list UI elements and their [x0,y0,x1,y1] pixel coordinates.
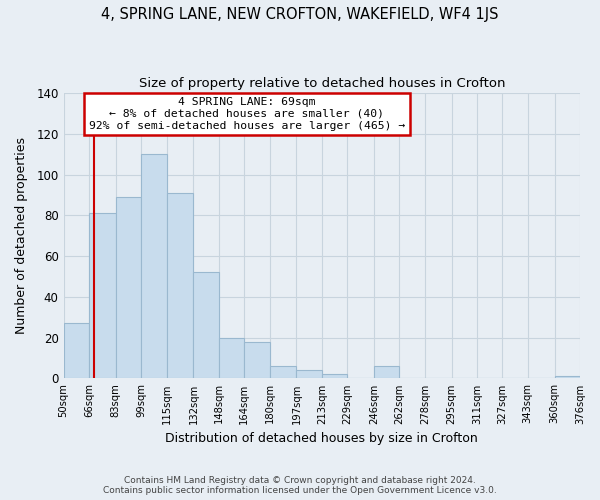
Bar [554,376,580,378]
Text: Contains HM Land Registry data © Crown copyright and database right 2024.
Contai: Contains HM Land Registry data © Crown c… [103,476,497,495]
Bar [244,342,269,378]
Bar [193,272,219,378]
Bar [89,214,116,378]
Bar [64,324,89,378]
Y-axis label: Number of detached properties: Number of detached properties [15,137,28,334]
Bar [167,193,193,378]
Bar [141,154,167,378]
Bar [116,197,141,378]
X-axis label: Distribution of detached houses by size in Crofton: Distribution of detached houses by size … [166,432,478,445]
Text: 4, SPRING LANE, NEW CROFTON, WAKEFIELD, WF4 1JS: 4, SPRING LANE, NEW CROFTON, WAKEFIELD, … [101,8,499,22]
Bar [219,338,244,378]
Bar [322,374,347,378]
Bar [296,370,322,378]
Bar [269,366,296,378]
Title: Size of property relative to detached houses in Crofton: Size of property relative to detached ho… [139,78,505,90]
Text: 4 SPRING LANE: 69sqm
← 8% of detached houses are smaller (40)
92% of semi-detach: 4 SPRING LANE: 69sqm ← 8% of detached ho… [89,98,405,130]
Bar [374,366,400,378]
